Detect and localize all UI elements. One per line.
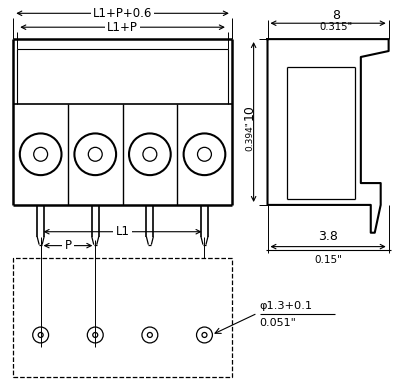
- Text: 0.394": 0.394": [245, 121, 254, 151]
- Text: 0.315": 0.315": [319, 22, 353, 32]
- Bar: [13, 257, 232, 377]
- Text: 10: 10: [243, 104, 256, 120]
- Text: φ1.3+0.1: φ1.3+0.1: [260, 301, 313, 311]
- Text: P: P: [64, 239, 72, 252]
- Text: 3.8: 3.8: [318, 230, 338, 243]
- Text: 0.15": 0.15": [314, 254, 342, 264]
- Text: L1+P+0.6: L1+P+0.6: [93, 7, 152, 20]
- Text: L1+P: L1+P: [107, 21, 138, 34]
- Text: 0.051": 0.051": [260, 318, 296, 328]
- Text: 8: 8: [332, 9, 340, 22]
- Text: L1: L1: [116, 225, 130, 238]
